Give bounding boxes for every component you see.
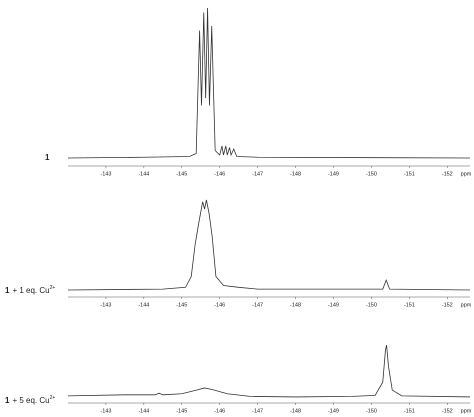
x-tick-label: -146 <box>214 302 225 308</box>
x-tick-label: -143 <box>100 302 111 308</box>
additive: + 1 eq. Cu <box>12 286 49 295</box>
sample-label: 1 + 1 eq. Cu2+ <box>5 285 55 295</box>
x-tick-label: -150 <box>366 171 377 177</box>
x-axis-label: ppm <box>461 171 472 177</box>
x-tick-label: -144 <box>138 171 149 177</box>
x-tick-label: -149 <box>328 302 339 308</box>
compound-number: 1 <box>5 396 10 405</box>
x-tick-label: -148 <box>290 171 301 177</box>
compound-number: 1 <box>45 153 50 162</box>
x-tick-label: -151 <box>404 408 415 414</box>
x-tick-label: -146 <box>214 408 225 414</box>
x-tick-label: -147 <box>252 171 263 177</box>
x-tick-label: -147 <box>252 302 263 308</box>
x-tick-label: -149 <box>328 408 339 414</box>
x-tick-label: -148 <box>290 302 301 308</box>
spectrum-line <box>67 344 471 398</box>
x-tick-label: -143 <box>100 408 111 414</box>
x-axis-label: ppm <box>461 408 472 414</box>
x-tick-label: -144 <box>138 408 149 414</box>
charge: 2+ <box>50 395 56 401</box>
x-tick-label: -151 <box>404 302 415 308</box>
x-tick-label: -145 <box>176 408 187 414</box>
x-tick-label: -149 <box>328 171 339 177</box>
x-tick-label: -152 <box>442 302 453 308</box>
charge: 2+ <box>50 285 56 291</box>
x-tick-label: -148 <box>290 408 301 414</box>
x-tick-label: -152 <box>442 171 453 177</box>
x-tick-label: -144 <box>138 302 149 308</box>
x-tick-label: -152 <box>442 408 453 414</box>
x-tick-label: -143 <box>100 171 111 177</box>
additive: + 5 eq. Cu <box>12 396 49 405</box>
sample-label: 1 <box>45 153 50 162</box>
x-tick-label: -150 <box>366 302 377 308</box>
sample-label: 1 + 5 eq. Cu2+ <box>5 395 55 405</box>
x-tick-label: -146 <box>214 171 225 177</box>
x-tick-label: -147 <box>252 408 263 414</box>
compound-number: 1 <box>5 286 10 295</box>
spectrum-line <box>67 199 471 291</box>
x-tick-label: -150 <box>366 408 377 414</box>
x-axis-label: ppm <box>461 302 472 308</box>
x-tick-label: -151 <box>404 171 415 177</box>
x-tick-label: -145 <box>176 302 187 308</box>
spectrum-line <box>67 7 471 159</box>
x-tick-label: -145 <box>176 171 187 177</box>
